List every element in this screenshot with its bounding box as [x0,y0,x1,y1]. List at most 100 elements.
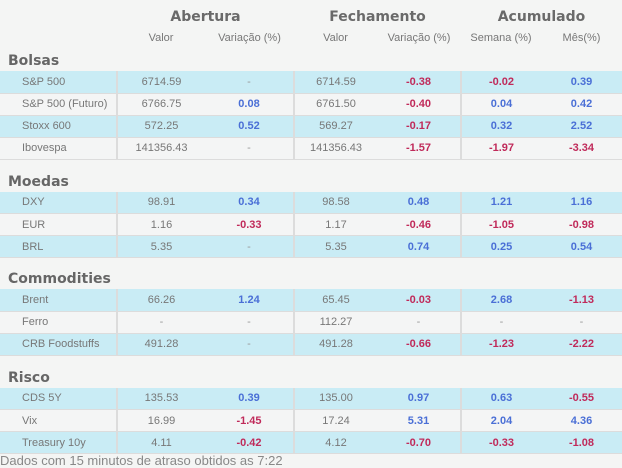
table-row: EUR 1.16 -0.33 1.17 -0.46 -1.05 -0.98 [0,213,622,236]
section-table: DXY 98.91 0.34 98.58 0.48 1.21 1.16 EUR 1.16 -0.3… [0,191,622,258]
cell-value: 135.00 [294,387,377,410]
cell-value: 0.48 [377,191,462,214]
asset-name: Vix [0,409,118,432]
cell-value: 4.12 [294,431,377,454]
asset-name: Ibovespa [0,137,118,160]
cell-value: -1.08 [541,431,622,454]
cell-value: 491.28 [294,333,377,356]
col-semana: Semana (%) [470,32,532,44]
asset-name: S&P 500 [0,71,118,94]
cell-value: - [377,311,462,334]
cell-value: 6766.75 [117,93,205,116]
cell-value: -0.33 [461,431,541,454]
table-header: Abertura Fechamento Acumulado Valor Vari… [0,0,622,50]
asset-name: Stoxx 600 [0,115,118,138]
cell-value: - [205,71,295,94]
section-table: S&P 500 6714.59-6714.59 -0.38 -0.02 0.39 S&P … [0,71,622,160]
footer-note: Dados com 15 minutos de atraso obtidos a… [0,453,283,468]
cell-value: 1.21 [461,191,541,214]
cell-value: - [117,311,205,334]
cell-value: -0.98 [541,213,622,236]
cell-value: 135.53 [117,387,205,410]
cell-value: 141356.43 [294,137,377,160]
asset-name: Ferro [0,311,118,334]
cell-value: -1.13 [541,289,622,312]
group-fechamento: Fechamento [329,9,426,25]
col-valor-abertura: Valor [148,32,174,44]
cell-value: 1.17 [294,213,377,236]
cell-value: 66.26 [117,289,205,312]
cell-value: 0.39 [205,387,295,410]
cell-value: 112.27 [294,311,377,334]
cell-value: 5.35 [117,235,205,258]
cell-value: 16.99 [117,409,205,432]
table-row: Vix 16.99 -1.45 17.24 5.31 2.04 4.36 [0,409,622,432]
cell-value: -2.22 [541,333,622,356]
cell-value: -0.38 [377,71,462,94]
cell-value: -0.66 [377,333,462,356]
col-valor-fechamento: Valor [323,32,348,44]
cell-value: -0.17 [377,115,462,138]
table-row: CRB Foodstuffs 491.28-491.28 -0.66 -1.23 -2.… [0,333,622,356]
cell-value: 0.39 [541,71,622,94]
section-title: Risco [8,369,50,386]
cell-value: 98.91 [117,191,205,214]
sections: Bolsas S&P 500 6714.59-6714.59 -0.38 -0.02 0.… [0,50,622,454]
cell-value: 2.04 [461,409,541,432]
cell-value: -0.55 [541,387,622,410]
asset-name: Treasury 10y [0,431,118,454]
cell-value: 572.25 [117,115,205,138]
cell-value: 0.54 [541,235,622,258]
cell-value: 0.52 [205,115,295,138]
cell-value: -1.23 [461,333,541,356]
table-row: S&P 500 (Futuro) 6766.75 0.08 6761.50 -0.40 0… [0,93,622,116]
cell-value: 2.52 [541,115,622,138]
table-row: DXY 98.91 0.34 98.58 0.48 1.21 1.16 [0,191,622,214]
col-variacao-abertura: Variação (%) [218,32,281,44]
cell-value: 1.16 [541,191,622,214]
section-table: Brent 66.26 1.24 65.45 -0.03 2.68 -1.13 Ferro - -… [0,289,622,356]
cell-value: 2.68 [461,289,541,312]
group-acumulado: Acumulado [497,9,586,25]
section-title: Bolsas [8,53,60,69]
table-row: Ferro - -112.27- - - [0,311,622,334]
cell-value: 4.36 [541,409,622,432]
cell-value: 4.11 [117,431,205,454]
section-title: Moedas [8,173,69,190]
cell-value: - [205,235,295,258]
cell-value: 6714.59 [117,71,205,94]
cell-value: -1.05 [461,213,541,236]
col-variacao-fechamento: Variação (%) [387,32,451,44]
cell-value: 0.32 [461,115,541,138]
cell-value: 98.58 [294,191,377,214]
cell-value: -1.97 [461,137,541,160]
cell-value: 0.74 [377,235,462,258]
asset-name: BRL [0,235,118,258]
table-row: Ibovespa 141356.43-141356.43 -1.57 -1.97 -3.… [0,137,622,160]
table-row: CDS 5Y 135.53 0.39 135.00 0.97 0.63 -0.55 [0,387,622,410]
group-abertura: Abertura [170,9,241,25]
asset-name: CDS 5Y [0,387,118,410]
cell-value: 1.16 [117,213,205,236]
asset-name: S&P 500 (Futuro) [0,93,118,116]
cell-value: 0.34 [205,191,295,214]
cell-value: 6761.50 [294,93,377,116]
cell-value: 6714.59 [294,71,377,94]
cell-value: -0.40 [377,93,462,116]
cell-value: 0.08 [205,93,295,116]
col-mes: Mês(%) [562,32,601,44]
cell-value: - [541,311,622,334]
table-row: BRL 5.35-5.35 0.74 0.25 0.54 [0,235,622,258]
asset-name: EUR [0,213,118,236]
table-row: Treasury 10y 4.11 -0.42 4.12 -0.70 -0.33 -1.08 [0,431,622,454]
cell-value: 0.97 [377,387,462,410]
cell-value: - [461,311,541,334]
cell-value: 0.63 [461,387,541,410]
cell-value: 141356.43 [117,137,205,160]
cell-value: 17.24 [294,409,377,432]
cell-value: -0.03 [377,289,462,312]
section-table: CDS 5Y 135.53 0.39 135.00 0.97 0.63 -0.55 Vix 16… [0,387,622,454]
cell-value: 65.45 [294,289,377,312]
cell-value: -0.02 [461,71,541,94]
table-row: Brent 66.26 1.24 65.45 -0.03 2.68 -1.13 [0,289,622,312]
